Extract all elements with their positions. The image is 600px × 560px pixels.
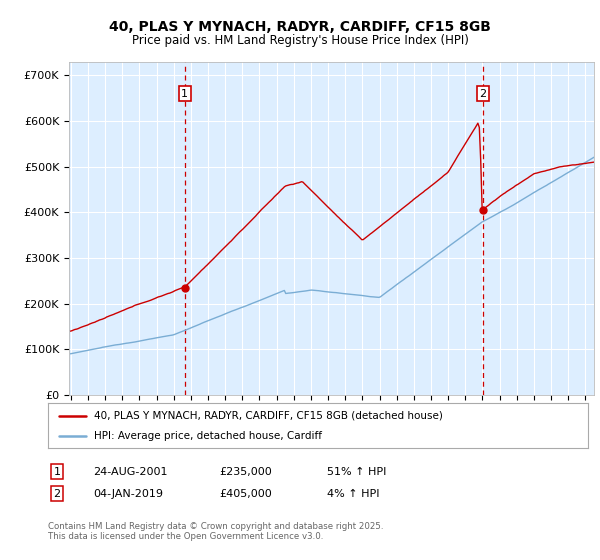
Text: 2: 2 (53, 489, 61, 499)
Text: 4% ↑ HPI: 4% ↑ HPI (327, 489, 380, 499)
Text: 40, PLAS Y MYNACH, RADYR, CARDIFF, CF15 8GB: 40, PLAS Y MYNACH, RADYR, CARDIFF, CF15 … (109, 20, 491, 34)
Text: 04-JAN-2019: 04-JAN-2019 (93, 489, 163, 499)
Text: 1: 1 (181, 88, 188, 99)
Text: HPI: Average price, detached house, Cardiff: HPI: Average price, detached house, Card… (94, 431, 322, 441)
Text: Price paid vs. HM Land Registry's House Price Index (HPI): Price paid vs. HM Land Registry's House … (131, 34, 469, 46)
Text: £405,000: £405,000 (219, 489, 272, 499)
Text: 51% ↑ HPI: 51% ↑ HPI (327, 466, 386, 477)
Text: 1: 1 (53, 466, 61, 477)
Text: 24-AUG-2001: 24-AUG-2001 (93, 466, 167, 477)
Text: 40, PLAS Y MYNACH, RADYR, CARDIFF, CF15 8GB (detached house): 40, PLAS Y MYNACH, RADYR, CARDIFF, CF15 … (94, 410, 443, 421)
Text: £235,000: £235,000 (219, 466, 272, 477)
Text: 2: 2 (479, 88, 487, 99)
Text: Contains HM Land Registry data © Crown copyright and database right 2025.
This d: Contains HM Land Registry data © Crown c… (48, 522, 383, 542)
